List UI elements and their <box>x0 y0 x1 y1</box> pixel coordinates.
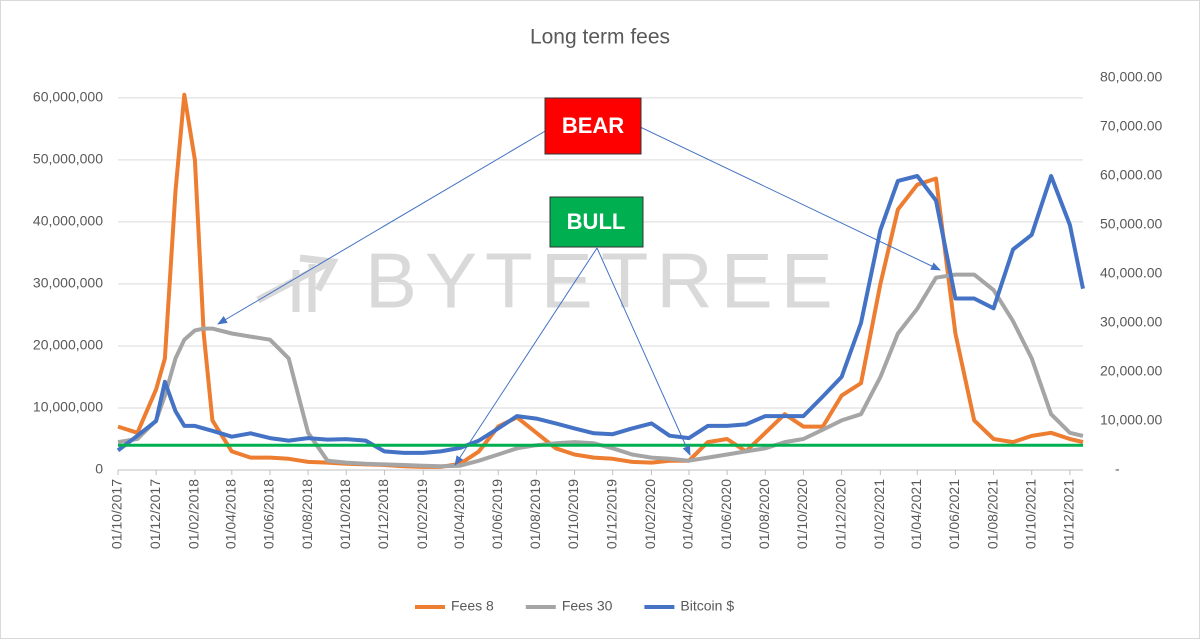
watermark-text: BYTETREE <box>365 237 841 325</box>
annotation: BULL <box>567 209 626 234</box>
y-tick-label: 60,000,000 <box>33 89 103 105</box>
x-tick-label: 01/02/2020 <box>642 479 658 549</box>
chart-title: Long term fees <box>530 26 670 49</box>
legend-label: Fees 30 <box>562 598 613 614</box>
x-tick-label: 01/12/2021 <box>1061 479 1077 549</box>
x-tick-label: 01/08/2021 <box>984 479 1000 549</box>
y2-tick-label: 40,000.00 <box>1100 265 1162 281</box>
bull-box: BULL <box>549 196 644 248</box>
x-tick-label: 01/02/2019 <box>414 479 430 549</box>
y-tick-label: 0 <box>95 461 103 477</box>
arrow <box>454 247 598 466</box>
series-line <box>117 272 1084 469</box>
bear-box: BEAR <box>544 97 642 155</box>
y2-tick-label: 50,000.00 <box>1100 216 1162 232</box>
x-tick-label: 01/04/2021 <box>908 479 924 549</box>
x-tick-label: 01/10/2021 <box>1022 479 1038 549</box>
x-tick-label: 01/12/2019 <box>603 479 619 549</box>
x-tick-label: 01/10/2019 <box>565 479 581 549</box>
watermark-logo <box>256 254 339 312</box>
legend-label: Fees 8 <box>451 598 494 614</box>
legend: Fees 8 Fees 30 Bitcoin $ <box>415 598 734 614</box>
y2-tick-label: 30,000.00 <box>1100 314 1162 330</box>
x-tick-label: 01/10/2018 <box>337 479 353 549</box>
y2-tick-label: 60,000.00 <box>1100 167 1162 183</box>
y2-tick-label: 20,000.00 <box>1100 363 1162 379</box>
x-tick-label: 01/10/2020 <box>794 479 810 549</box>
series-line <box>116 174 1085 455</box>
x-tick-label: 01/04/2019 <box>451 479 467 549</box>
annotation: BEAR <box>562 113 624 138</box>
y2-tick-label: 70,000.00 <box>1100 118 1162 134</box>
arrow <box>217 129 548 325</box>
x-tick-label: 01/06/2018 <box>261 479 277 549</box>
x-tick-label: 01/06/2019 <box>489 479 505 549</box>
annotation-box <box>549 196 644 248</box>
x-tick-label: 01/12/2020 <box>832 479 848 549</box>
x-tick-label: 01/02/2021 <box>871 479 887 549</box>
annotation-box <box>544 97 642 155</box>
x-tick-label: 01/06/2020 <box>718 479 734 549</box>
annotation-arrows <box>217 125 941 466</box>
x-tick-label: 01/12/2018 <box>375 479 391 549</box>
y-tick-label: 20,000,000 <box>33 337 103 353</box>
y-tick-label: 50,000,000 <box>33 151 103 167</box>
y2-tick-label: 10,000.00 <box>1100 412 1162 428</box>
arrow <box>637 125 941 271</box>
x-tick-label: 01/08/2018 <box>299 479 315 549</box>
series-line <box>117 92 1084 469</box>
plot <box>116 92 1085 469</box>
y2-tick-label: - <box>1115 461 1120 477</box>
y2-tick-label: 80,000.00 <box>1100 69 1162 85</box>
y-tick-label: 30,000,000 <box>33 275 103 291</box>
y-tick-label: 10,000,000 <box>33 399 103 415</box>
x-tick-label: 01/04/2018 <box>223 479 239 549</box>
x-tick-label: 01/10/2017 <box>109 479 125 549</box>
legend-label: Bitcoin $ <box>680 598 734 614</box>
x-tick-label: 01/02/2018 <box>186 479 202 549</box>
arrow <box>596 247 691 456</box>
x-tick-label: 01/12/2017 <box>147 479 163 549</box>
x-tick-label: 01/08/2019 <box>527 479 543 549</box>
x-tick-label: 01/08/2020 <box>756 479 772 549</box>
x-tick-label: 01/04/2020 <box>680 479 696 549</box>
y-tick-label: 40,000,000 <box>33 213 103 229</box>
grid <box>117 97 1083 475</box>
x-tick-label: 01/06/2021 <box>946 479 962 549</box>
